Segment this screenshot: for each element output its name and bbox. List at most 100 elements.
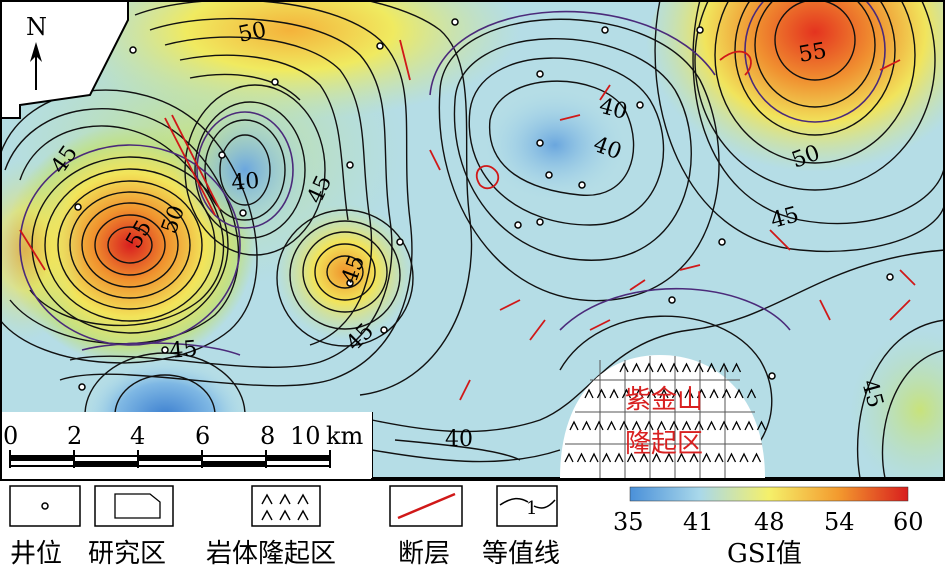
uplift-caret — [676, 452, 687, 463]
uplift-caret — [581, 420, 592, 431]
uplift-caret — [644, 420, 654, 431]
uplift-caret — [609, 388, 619, 399]
gsi-colorbar: 35 41 48 54 60 GSI值 — [613, 486, 924, 569]
contour-label: 50 — [236, 18, 269, 48]
uplift-caret — [706, 362, 717, 373]
uplift-caret — [656, 420, 667, 431]
uplift-caret — [756, 420, 767, 431]
uplift-caret — [631, 362, 642, 373]
uplift-caret — [671, 388, 682, 399]
uplift-caret — [669, 362, 679, 373]
legend-contour-sample: 1 — [526, 498, 537, 519]
contour-label: 55 — [797, 38, 829, 67]
fault-lines — [19, 39, 916, 401]
uplift-caret — [684, 388, 694, 399]
uplift-caret — [719, 420, 729, 431]
uplift-caret — [714, 452, 724, 463]
contour-label: 45 — [168, 337, 198, 364]
uplift-caret — [731, 362, 742, 373]
scale-tick: 8 — [260, 422, 275, 450]
contour-label: 40 — [445, 427, 473, 452]
scale-unit: km — [326, 422, 364, 450]
uplift-caret — [569, 420, 579, 431]
uplift-caret — [681, 362, 692, 373]
uplift-caret — [734, 388, 744, 399]
uplift-caret — [694, 362, 704, 373]
uplift-caret — [644, 362, 654, 373]
scale-tick: 10 — [290, 422, 321, 450]
uplift-caret — [751, 452, 762, 463]
legend-contour: 1 等值线 — [482, 485, 560, 569]
uplift-caret — [614, 452, 624, 463]
uplift-caret — [646, 388, 657, 399]
uplift-caret — [619, 420, 629, 431]
highlight-contours — [19, 0, 886, 356]
uplift-caret — [606, 420, 617, 431]
uplift-caret — [621, 388, 632, 399]
colorbar-tick: 54 — [824, 508, 855, 536]
north-label: N — [26, 13, 47, 41]
legend-well-label: 井位 — [10, 539, 62, 569]
legend-study-area: 研究区 — [88, 485, 174, 569]
uplift-caret — [596, 388, 607, 399]
uplift-caret — [721, 388, 732, 399]
uplift-caret — [589, 452, 599, 463]
colorbar-tick: 41 — [683, 508, 714, 536]
well-points — [74, 18, 894, 391]
uplift-caret — [564, 452, 574, 463]
legend-study-area-label: 研究区 — [88, 539, 166, 569]
uplift-caret — [746, 388, 757, 399]
uplift-caret — [601, 452, 612, 463]
uplift-caret — [719, 362, 729, 373]
uplift-caret — [594, 420, 604, 431]
contour-label: 40 — [230, 169, 260, 196]
colorbar-tick: 60 — [893, 508, 924, 536]
uplift-caret — [669, 420, 679, 431]
uplift-caret — [639, 452, 649, 463]
uplift-caret — [664, 452, 674, 463]
uplift-caret — [709, 388, 719, 399]
legend-fault: 断层 — [389, 485, 463, 569]
legend-fault-label: 断层 — [398, 539, 450, 569]
uplift-caret — [689, 452, 699, 463]
uplift-caret — [739, 452, 749, 463]
uplift-caret — [659, 388, 669, 399]
uplift-caret — [731, 420, 742, 431]
uplift-caret — [634, 388, 644, 399]
map-field — [0, 0, 945, 478]
legend-contour-label: 等值线 — [482, 539, 560, 569]
uplift-caret — [701, 452, 712, 463]
uplift-caret — [694, 420, 704, 431]
legend-well: 井位 — [9, 485, 81, 569]
uplift-caret — [626, 452, 637, 463]
uplift-caret — [584, 388, 594, 399]
scale-tick: 0 — [3, 422, 18, 450]
study-area-boundary — [0, 0, 129, 119]
colorbar-tick: 48 — [754, 508, 785, 536]
uplift-caret — [619, 362, 629, 373]
uplift-caret — [631, 420, 642, 431]
uplift-caret — [576, 452, 587, 463]
uplift-caret — [696, 388, 707, 399]
uplift-caret — [651, 452, 662, 463]
uplift-caret — [744, 420, 754, 431]
uplift-name-line1: 紫金山 — [625, 385, 703, 415]
legend-rock-uplift-label: 岩体隆起区 — [206, 539, 336, 569]
zijinshan-uplift-zone: 紫金山 隆起区 — [560, 355, 767, 478]
colorbar-title: GSI值 — [727, 539, 802, 569]
uplift-name-line2: 隆起区 — [625, 429, 703, 459]
uplift-caret — [656, 362, 667, 373]
scale-tick: 4 — [130, 422, 145, 450]
legend-rock-uplift: 岩体隆起区 — [206, 485, 336, 569]
uplift-caret — [726, 452, 737, 463]
colorbar-tick: 35 — [613, 508, 644, 536]
uplift-caret — [681, 420, 692, 431]
legend: 井位 研究区 岩体隆起区 断层 1 等值线 35 — [0, 479, 945, 575]
contour-lines — [0, 0, 945, 478]
scale-tick: 6 — [195, 422, 210, 450]
scale-tick: 2 — [67, 422, 82, 450]
north-arrow: N — [26, 13, 47, 90]
uplift-caret — [706, 420, 717, 431]
scale-bar: 0 2 4 6 8 10 km — [0, 412, 372, 478]
